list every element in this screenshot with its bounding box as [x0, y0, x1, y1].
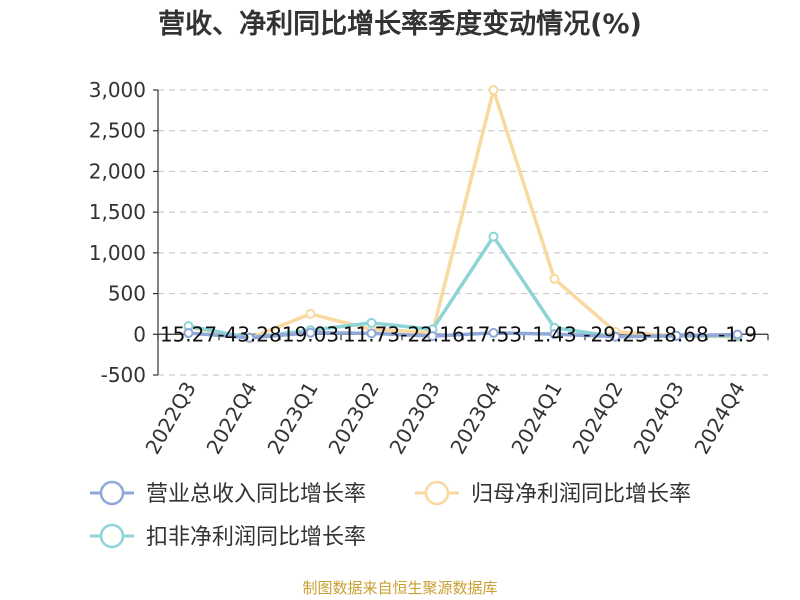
- data-label: 1.43: [532, 322, 577, 346]
- series-point: [427, 331, 438, 342]
- series-layer: [183, 85, 743, 344]
- series-point: [366, 317, 377, 328]
- legend-label: 扣非净利润同比增长率: [146, 525, 366, 550]
- legend-swatch-marker: [424, 480, 450, 506]
- x-tick-label: 2022Q4: [201, 378, 261, 459]
- data-label: -43.28: [217, 322, 281, 346]
- data-source-note: 制图数据来自恒生聚源数据库: [302, 579, 497, 597]
- data-label: -22.16: [400, 322, 464, 346]
- data-label: 11.73: [343, 322, 400, 346]
- y-tick-label: 3,000: [89, 78, 146, 102]
- series-point: [183, 328, 194, 339]
- y-tick-label: 1,000: [89, 241, 146, 265]
- series-point: [732, 329, 743, 340]
- series-point: [549, 273, 560, 284]
- series-point: [488, 85, 499, 95]
- series-point: [366, 328, 377, 339]
- series-point: [610, 331, 621, 342]
- x-tick-label: 2024Q1: [506, 378, 566, 459]
- chart-title: 营收、净利同比增长率季度变动情况(%): [158, 8, 642, 40]
- data-label: -18.68: [644, 322, 708, 346]
- legend-swatch-marker: [99, 480, 125, 506]
- series-point: [488, 231, 499, 242]
- y-tick-label: 1,500: [89, 200, 146, 224]
- y-tick-label: 0: [133, 322, 146, 346]
- x-tick-label: 2023Q3: [384, 378, 444, 459]
- legend-label: 营业总收入同比增长率: [146, 482, 366, 507]
- x-tick-label: 2023Q1: [262, 378, 322, 459]
- series-point: [488, 327, 499, 338]
- data-label: -29.25: [583, 322, 647, 346]
- legend-label: 归母净利润同比增长率: [471, 482, 691, 507]
- series-line: [188, 330, 738, 340]
- y-tick-label: 2,500: [89, 119, 146, 143]
- grid-layer: [158, 89, 768, 376]
- series-point: [305, 327, 316, 338]
- legend-swatch-marker: [99, 523, 125, 549]
- series-point: [305, 308, 316, 319]
- x-tick-label: 2022Q3: [140, 378, 200, 459]
- x-tick-label: 2023Q4: [445, 378, 505, 459]
- x-tick-label: 2024Q4: [689, 378, 749, 459]
- label-layer: 15.27 -43.28 19.03 11.73 -22.16 17.53 1.43 -29.…: [160, 322, 757, 346]
- y-tick-label: 2,000: [89, 159, 146, 183]
- data-label: -1.9: [718, 322, 757, 346]
- series-point: [671, 330, 682, 341]
- series-line: [188, 88, 738, 341]
- data-label: 17.53: [465, 322, 522, 346]
- data-label: 15.27: [160, 322, 217, 346]
- series-point: [549, 329, 560, 340]
- x-tick-label: 2024Q2: [567, 378, 627, 459]
- x-tick-label: 2024Q3: [628, 378, 688, 459]
- y-tick-label: -500: [101, 363, 146, 387]
- series-point: [244, 332, 255, 343]
- y-tick-label: 500: [108, 282, 146, 306]
- data-label: 19.03: [282, 322, 339, 346]
- x-tick-label: 2023Q2: [323, 378, 383, 459]
